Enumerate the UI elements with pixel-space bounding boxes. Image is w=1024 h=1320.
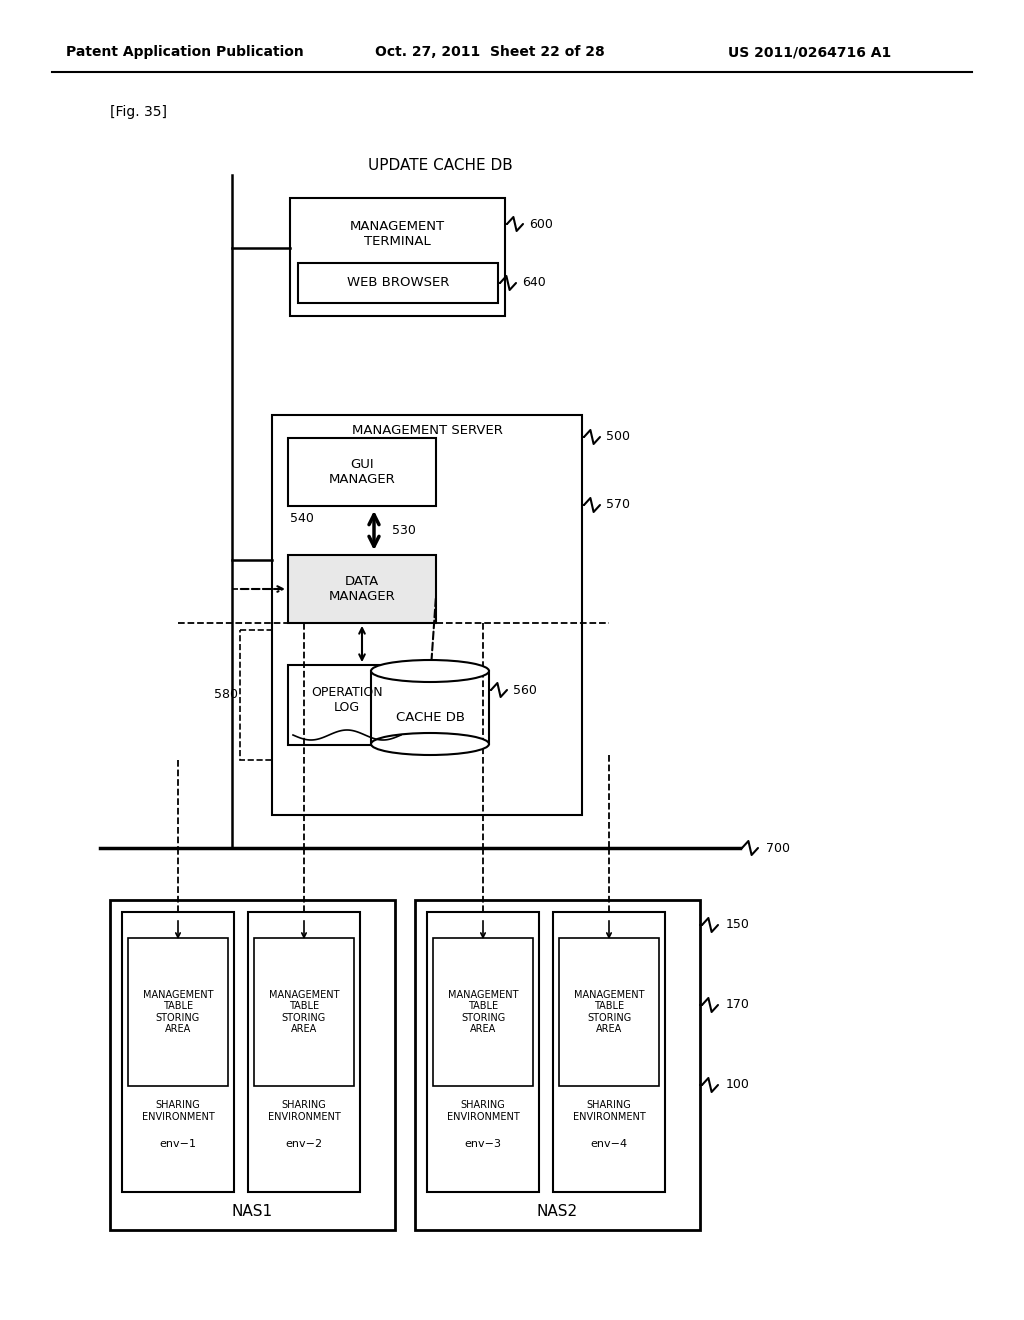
- Text: env−2: env−2: [286, 1139, 323, 1148]
- Bar: [553, 912, 665, 1192]
- Text: MANAGEMENT
TERMINAL: MANAGEMENT TERMINAL: [350, 220, 445, 248]
- Ellipse shape: [371, 733, 489, 755]
- Bar: [371, 671, 489, 744]
- Bar: [254, 939, 354, 1086]
- Text: 540: 540: [290, 511, 314, 524]
- Text: env−1: env−1: [160, 1139, 197, 1148]
- Bar: [248, 912, 360, 1192]
- Text: US 2011/0264716 A1: US 2011/0264716 A1: [728, 45, 892, 59]
- Text: MANAGEMENT
TABLE
STORING
AREA: MANAGEMENT TABLE STORING AREA: [447, 990, 518, 1035]
- Bar: [240, 630, 416, 760]
- Text: DATA
MANAGER: DATA MANAGER: [329, 576, 395, 603]
- Text: 600: 600: [529, 218, 553, 231]
- Text: MANAGEMENT SERVER: MANAGEMENT SERVER: [351, 424, 503, 437]
- Bar: [288, 438, 436, 506]
- Text: GUI
MANAGER: GUI MANAGER: [329, 458, 395, 486]
- Ellipse shape: [371, 660, 489, 682]
- Text: SHARING
ENVIRONMENT: SHARING ENVIRONMENT: [572, 1100, 645, 1122]
- Bar: [415, 900, 700, 1230]
- Text: 700: 700: [766, 842, 790, 854]
- Bar: [559, 939, 659, 1086]
- Text: Oct. 27, 2011  Sheet 22 of 28: Oct. 27, 2011 Sheet 22 of 28: [375, 45, 605, 59]
- Text: 580: 580: [214, 689, 238, 701]
- Bar: [288, 665, 406, 744]
- Text: 640: 640: [522, 276, 546, 289]
- Text: SHARING
ENVIRONMENT: SHARING ENVIRONMENT: [141, 1100, 214, 1122]
- Text: MANAGEMENT
TABLE
STORING
AREA: MANAGEMENT TABLE STORING AREA: [268, 990, 339, 1035]
- Text: OPERATION
LOG: OPERATION LOG: [311, 686, 383, 714]
- Text: 100: 100: [726, 1078, 750, 1092]
- Text: 570: 570: [606, 499, 630, 511]
- Text: env−3: env−3: [465, 1139, 502, 1148]
- Text: Patent Application Publication: Patent Application Publication: [67, 45, 304, 59]
- Text: 170: 170: [726, 998, 750, 1011]
- Bar: [288, 554, 436, 623]
- Text: 560: 560: [513, 684, 537, 697]
- Text: CACHE DB: CACHE DB: [395, 711, 465, 723]
- Text: WEB BROWSER: WEB BROWSER: [347, 276, 450, 289]
- Bar: [433, 939, 534, 1086]
- Text: 530: 530: [392, 524, 416, 537]
- Text: NAS1: NAS1: [232, 1204, 273, 1220]
- Bar: [122, 912, 234, 1192]
- Bar: [290, 198, 505, 315]
- Text: [Fig. 35]: [Fig. 35]: [110, 106, 167, 119]
- Text: MANAGEMENT
TABLE
STORING
AREA: MANAGEMENT TABLE STORING AREA: [573, 990, 644, 1035]
- Bar: [427, 912, 539, 1192]
- Bar: [128, 939, 228, 1086]
- Text: SHARING
ENVIRONMENT: SHARING ENVIRONMENT: [267, 1100, 340, 1122]
- Text: env−4: env−4: [591, 1139, 628, 1148]
- Bar: [110, 900, 395, 1230]
- Text: UPDATE CACHE DB: UPDATE CACHE DB: [368, 157, 512, 173]
- Text: NAS2: NAS2: [537, 1204, 579, 1220]
- Text: 500: 500: [606, 430, 630, 444]
- Bar: [298, 263, 498, 304]
- Bar: [272, 414, 582, 814]
- Text: SHARING
ENVIRONMENT: SHARING ENVIRONMENT: [446, 1100, 519, 1122]
- Text: MANAGEMENT
TABLE
STORING
AREA: MANAGEMENT TABLE STORING AREA: [142, 990, 213, 1035]
- Text: 150: 150: [726, 919, 750, 932]
